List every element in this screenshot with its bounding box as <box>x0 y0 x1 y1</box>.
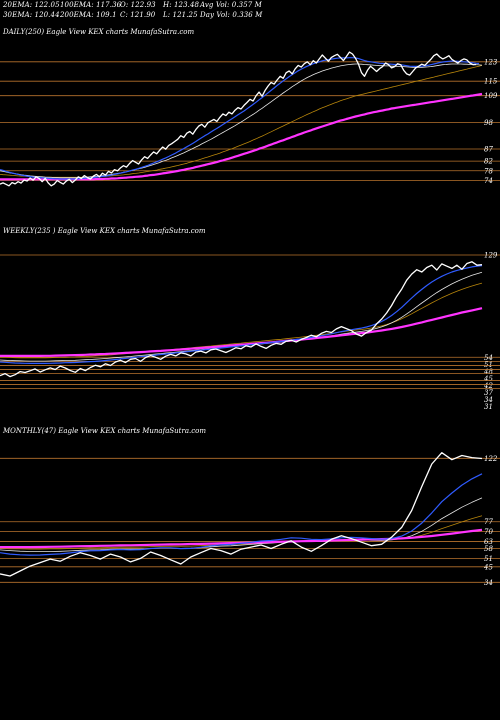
header-ema20: 20EMA: 122.05 <box>3 1 60 9</box>
daily-level-label: 74 <box>484 177 493 185</box>
monthly-panel-title: MONTHLY(47) Eagle View KEX charts Munafa… <box>3 427 207 435</box>
daily-level-label: 78 <box>484 167 493 175</box>
header-close: C: 121.90 <box>120 11 156 19</box>
header-low: L: 121.25 <box>163 11 198 19</box>
monthly-level-label: 122 <box>484 455 498 463</box>
weekly-level-label: 31 <box>484 403 493 411</box>
weekly-level-label: 54 <box>484 354 493 362</box>
weekly-level-label: 34 <box>484 396 493 404</box>
daily-level-label: 87 <box>484 145 493 153</box>
weekly-ema-mid-line <box>0 271 483 362</box>
monthly-price-line <box>0 452 483 577</box>
header-ema30: 30EMA: 120.44 <box>3 11 60 19</box>
daily-level-label: 98 <box>484 119 493 127</box>
daily-panel-title: DAILY(250) Eagle View KEX charts MunafaS… <box>3 28 195 36</box>
header-day-vol: Day Vol: 0.336 M <box>200 11 263 19</box>
weekly-panel-title: WEEKLY(235 ) Eagle View KEX charts Munaf… <box>3 227 206 235</box>
weekly-level-label: 51 <box>484 361 493 369</box>
monthly-level-label: 70 <box>484 528 493 536</box>
monthly-level-label: 45 <box>483 563 493 571</box>
weekly-level-label: 37 <box>484 389 493 397</box>
daily-ema-slow-line <box>0 65 483 178</box>
weekly-ema-slow-line <box>0 282 483 359</box>
monthly-level-label: 77 <box>484 518 493 526</box>
monthly-level-label: 58 <box>484 545 493 553</box>
monthly-level-label: 51 <box>484 555 493 563</box>
daily-level-label: 123 <box>484 58 498 66</box>
daily-level-label: 115 <box>484 78 498 86</box>
weekly-level-label: 129 <box>484 252 498 260</box>
daily-level-label: 109 <box>484 92 498 100</box>
daily-price-line <box>0 51 477 187</box>
header-avg-vol: Avg Vol: 0.357 M <box>200 1 262 9</box>
header-ema100: 100EMA: 117.36 <box>60 1 122 9</box>
weekly-price-line <box>0 261 483 378</box>
weekly-level-label: 45 <box>483 375 493 383</box>
weekly-ema-fast-line <box>0 265 483 364</box>
header-open: O: 122.93 <box>120 1 156 9</box>
daily-level-label: 82 <box>484 158 493 166</box>
header-ema200: 200EMA: 109.1 <box>60 11 117 19</box>
weekly-ema-long-line <box>0 307 483 357</box>
monthly-ema-fast-line <box>0 473 483 556</box>
daily-ema-long-line <box>0 92 483 181</box>
monthly-level-label: 34 <box>484 579 493 587</box>
header-high: H: 123.48 <box>163 1 200 9</box>
weekly-level-label: 42 <box>483 382 493 390</box>
weekly-level-label: 48 <box>483 368 493 376</box>
monthly-level-label: 63 <box>484 538 493 546</box>
